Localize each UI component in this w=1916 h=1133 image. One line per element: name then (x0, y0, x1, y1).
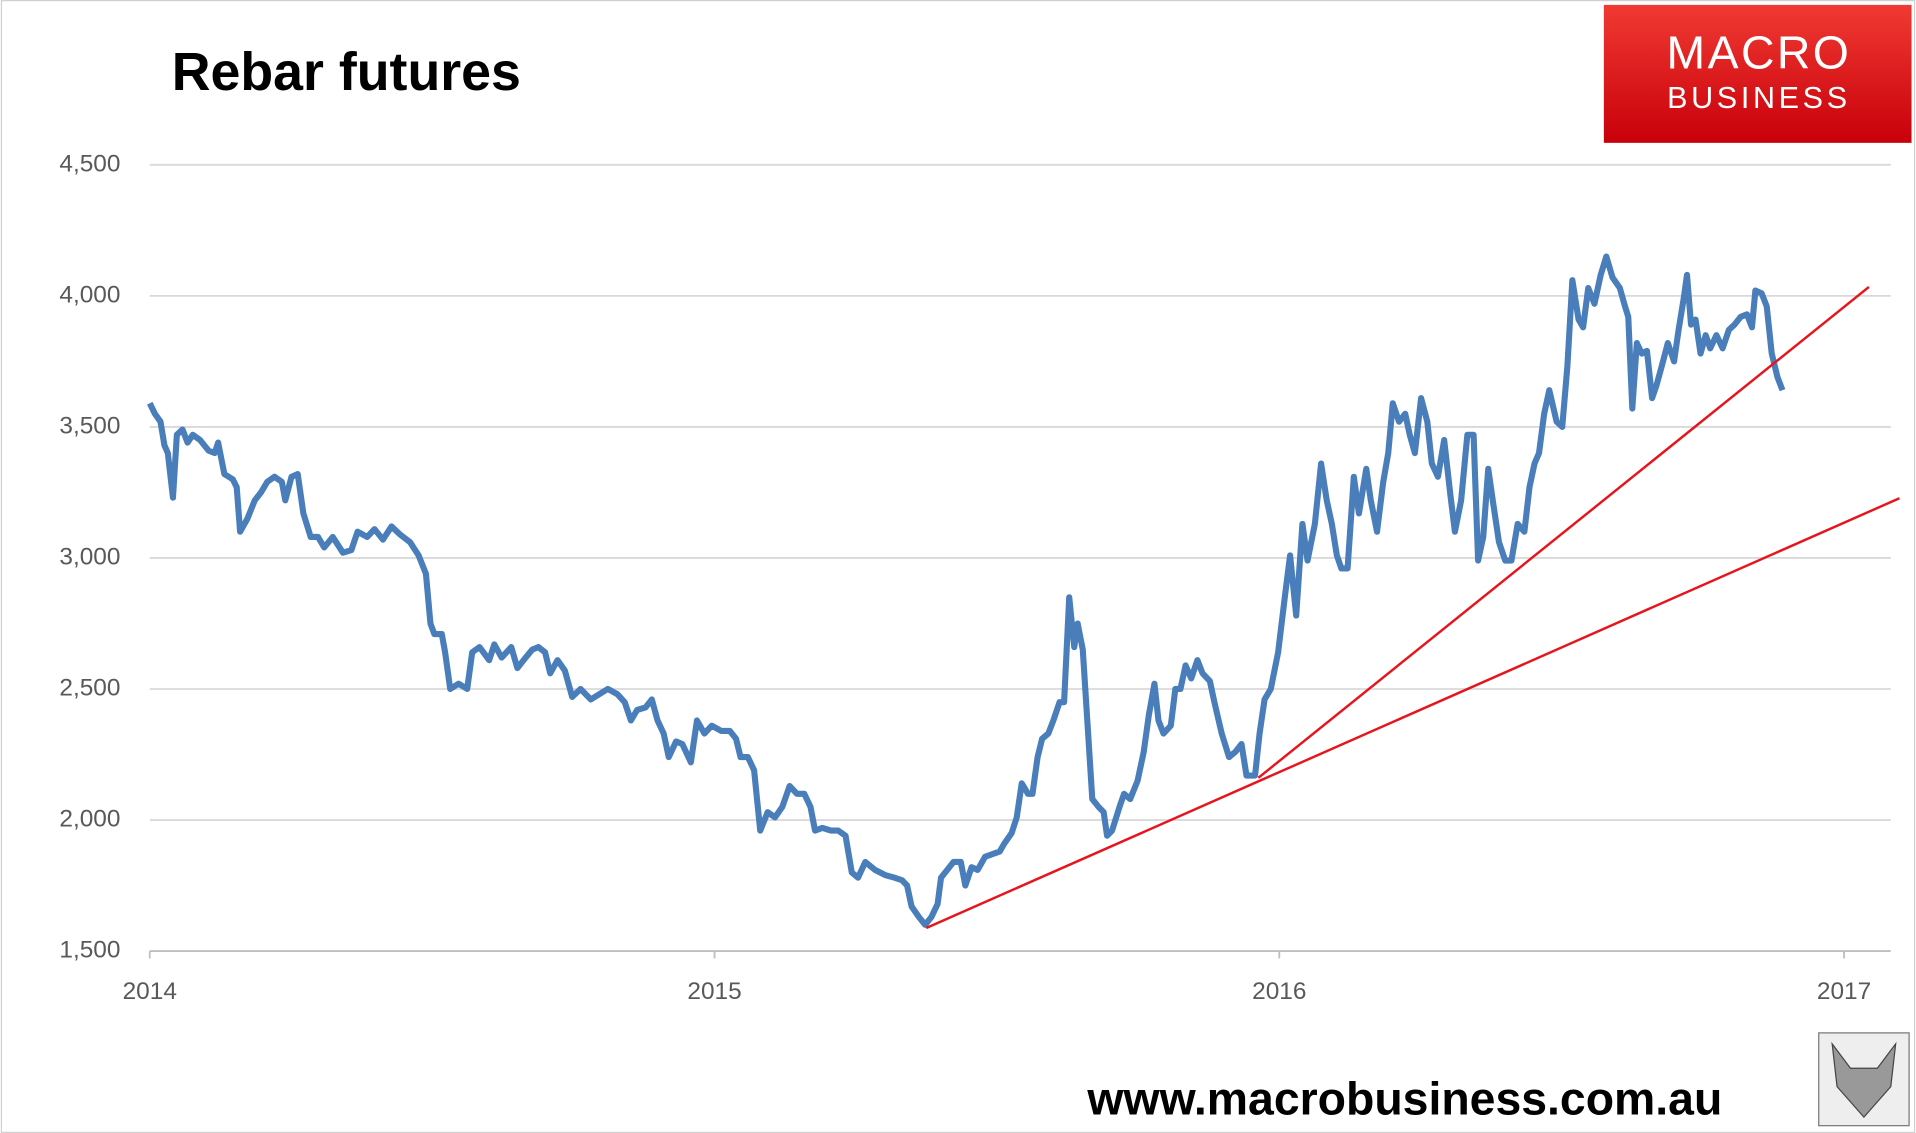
x-tick-label: 2017 (1817, 978, 1871, 1005)
y-tick-label: 2,000 (59, 805, 120, 832)
y-tick-label: 3,000 (59, 543, 120, 570)
y-tick-label: 4,500 (59, 150, 120, 177)
source-url: www.macrobusiness.com.au (1086, 1073, 1722, 1125)
trend-line (1257, 285, 1870, 779)
brand-top: MACRO (1666, 26, 1851, 78)
y-tick-label: 3,500 (59, 412, 120, 439)
brand-logo (1603, 4, 1912, 143)
y-tick-label: 1,500 (59, 937, 120, 964)
icon-fox (1831, 1041, 1897, 1119)
chart-title: Rebar futures (172, 42, 521, 102)
x-tick-label: 2015 (687, 978, 741, 1005)
trend-line (925, 497, 1900, 930)
x-tick-label: 2016 (1252, 978, 1306, 1005)
brand-bottom: BUSINESS (1667, 81, 1851, 115)
fox-icon (1818, 1032, 1910, 1127)
x-tick-label: 2014 (123, 978, 177, 1005)
y-tick-label: 2,500 (59, 674, 120, 701)
price-line (147, 253, 1786, 928)
plot-area: 1,500 2,000 2,500 3,000 3,500 4,000 4,500 2014 2… (59, 150, 1900, 1005)
y-tick-label: 4,000 (59, 281, 120, 308)
